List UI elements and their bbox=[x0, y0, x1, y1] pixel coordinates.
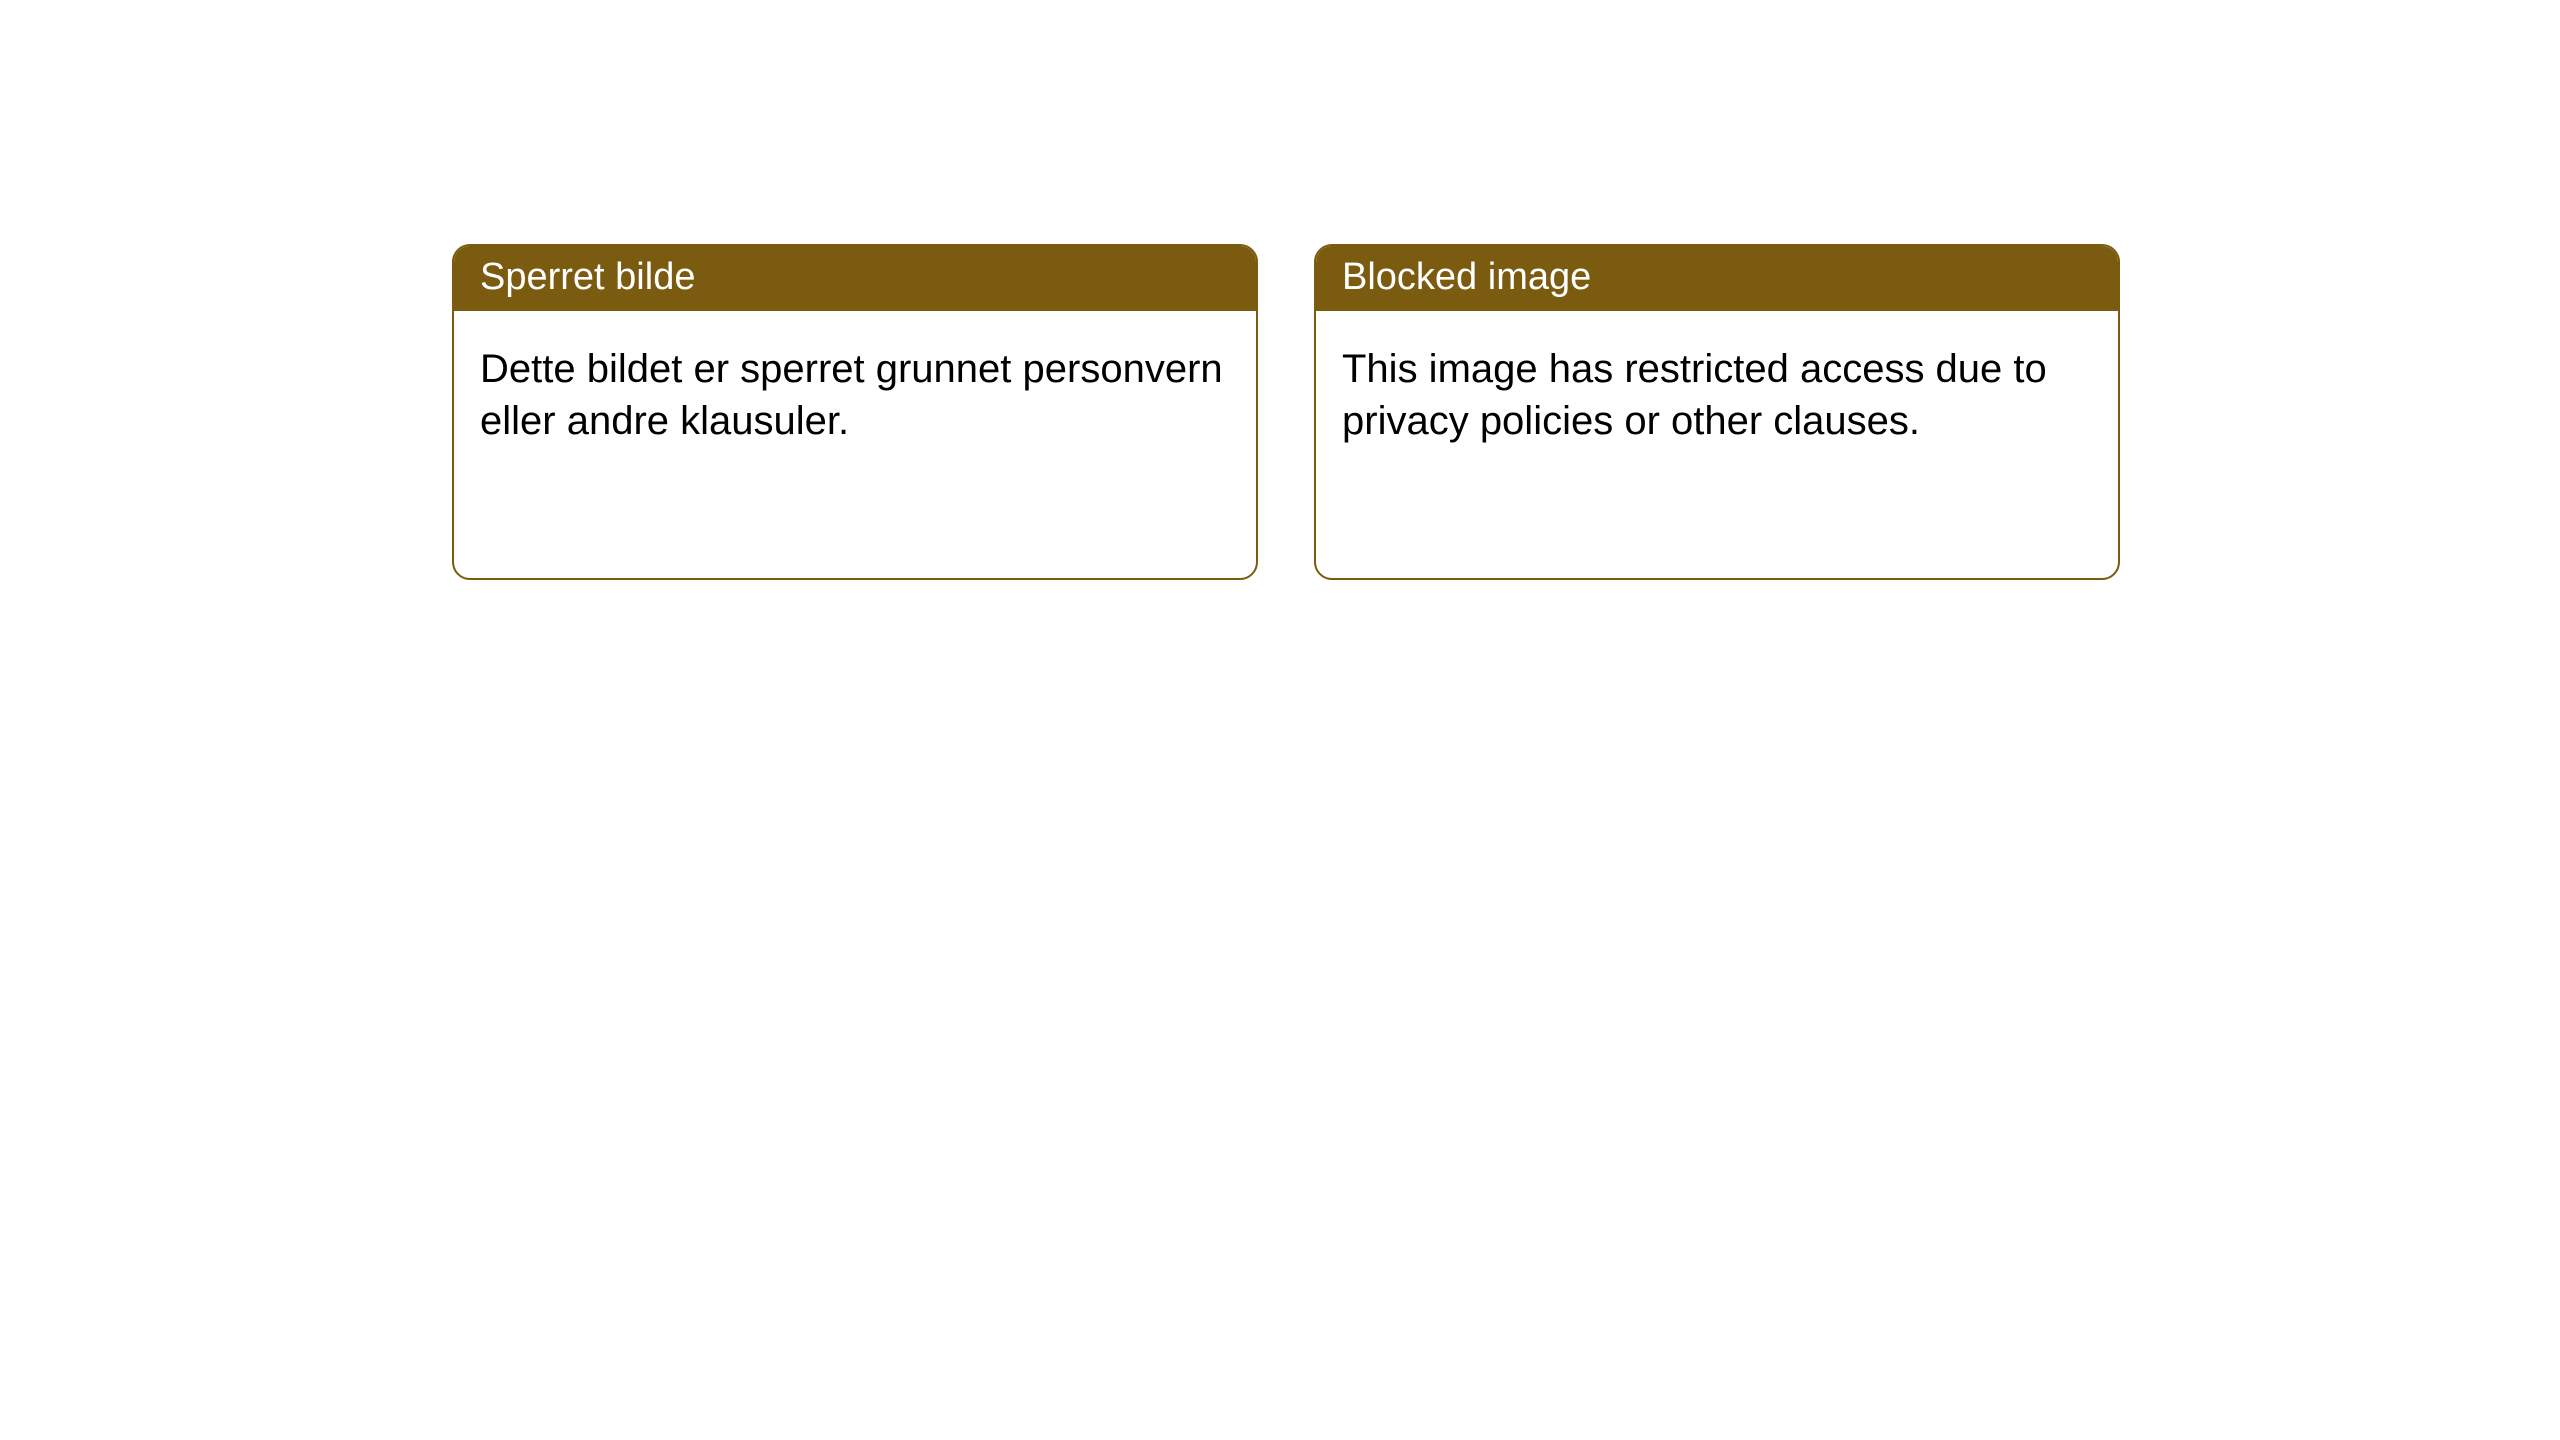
notice-header-norwegian: Sperret bilde bbox=[454, 246, 1256, 311]
notice-card-norwegian: Sperret bilde Dette bildet er sperret gr… bbox=[452, 244, 1258, 580]
notice-header-english: Blocked image bbox=[1316, 246, 2118, 311]
notice-card-english: Blocked image This image has restricted … bbox=[1314, 244, 2120, 580]
notice-body-english: This image has restricted access due to … bbox=[1316, 311, 2118, 479]
notice-body-norwegian: Dette bildet er sperret grunnet personve… bbox=[454, 311, 1256, 479]
notice-cards-container: Sperret bilde Dette bildet er sperret gr… bbox=[452, 244, 2560, 580]
